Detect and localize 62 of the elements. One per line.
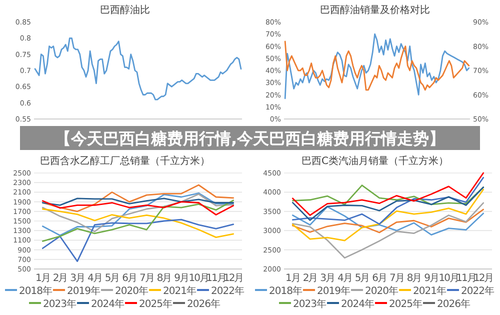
x-tick-label: 9月 <box>424 273 439 284</box>
x-tick-label: 1月 <box>35 273 50 284</box>
legend-label: 2025年 <box>139 298 172 310</box>
legend-label: 2020年 <box>115 285 148 297</box>
legend-label: 2019年 <box>67 285 100 297</box>
line-series <box>42 198 234 206</box>
legend-label: 2019年 <box>317 285 350 297</box>
x-tick-label: 10月 <box>188 273 209 284</box>
x-tick-label: 10月 <box>438 273 459 284</box>
x-tick-label: 11月 <box>206 273 226 284</box>
x-tick-label: 6月 <box>122 273 137 284</box>
line-series <box>42 218 234 262</box>
line-series <box>292 188 484 242</box>
text: 【今天巴西白糖费用行情,今天巴西白糖费用行情走势】 <box>54 129 446 148</box>
legend-label: 2024年 <box>341 298 374 310</box>
x-tick-label: 12月 <box>223 273 244 284</box>
legend-label: 2026年 <box>437 298 470 310</box>
legend-label: 2022年 <box>461 285 494 297</box>
x-tick-label: 1月 <box>285 273 300 284</box>
x-tick-label: 2月 <box>52 273 68 284</box>
x-tick-label: 3月 <box>320 273 335 284</box>
legend-label: 2021年 <box>163 285 196 297</box>
legend-label: 2025年 <box>389 298 422 310</box>
x-tick-label: 11月 <box>456 273 476 284</box>
line-series <box>34 37 242 100</box>
x-tick-label: 7月 <box>389 273 404 284</box>
chart-title: 巴西醇油销量及价格对比 <box>320 4 430 16</box>
x-tick-label: 6月 <box>372 273 387 284</box>
line-series <box>292 186 484 221</box>
x-tick-label: 4月 <box>87 273 102 284</box>
legend-label: 2021年 <box>413 285 446 297</box>
line-series <box>42 200 234 216</box>
line-series <box>292 176 484 225</box>
x-tick-label: 7月 <box>139 273 154 284</box>
x-tick-label: 2月 <box>302 273 318 284</box>
legend-label: 2022年 <box>211 285 244 297</box>
chart-title: 巴西含水乙醇工厂总销量（千立方米） <box>40 155 210 167</box>
legend-label: 2024年 <box>91 298 124 310</box>
x-tick-label: 8月 <box>156 273 172 284</box>
legend-label: 2023年 <box>293 298 326 310</box>
line-series <box>284 40 470 91</box>
line-series <box>292 202 484 259</box>
line-series <box>42 184 234 212</box>
chart-title: 巴西醇油比 <box>100 4 150 16</box>
line-series <box>292 172 484 216</box>
x-tick-label: 4月 <box>337 273 352 284</box>
line-series <box>42 208 234 238</box>
x-tick-label: 5月 <box>104 273 120 284</box>
x-tick-label: 8月 <box>406 273 422 284</box>
x-tick-label: 5月 <box>354 273 370 284</box>
legend-label: 2018年 <box>19 285 52 297</box>
legend-label: 2018年 <box>269 285 302 297</box>
line-series <box>292 184 484 206</box>
legend-label: 2026年 <box>187 298 220 310</box>
x-tick-label: 12月 <box>473 273 494 284</box>
legend-label: 2020年 <box>365 285 398 297</box>
line-series <box>284 33 470 100</box>
x-tick-label: 9月 <box>174 273 189 284</box>
legend-label: 2023年 <box>43 298 76 310</box>
chart-title: 巴西C类汽油月销量（千立方米） <box>302 155 448 167</box>
line-series <box>42 200 234 242</box>
x-tick-label: 3月 <box>70 273 85 284</box>
